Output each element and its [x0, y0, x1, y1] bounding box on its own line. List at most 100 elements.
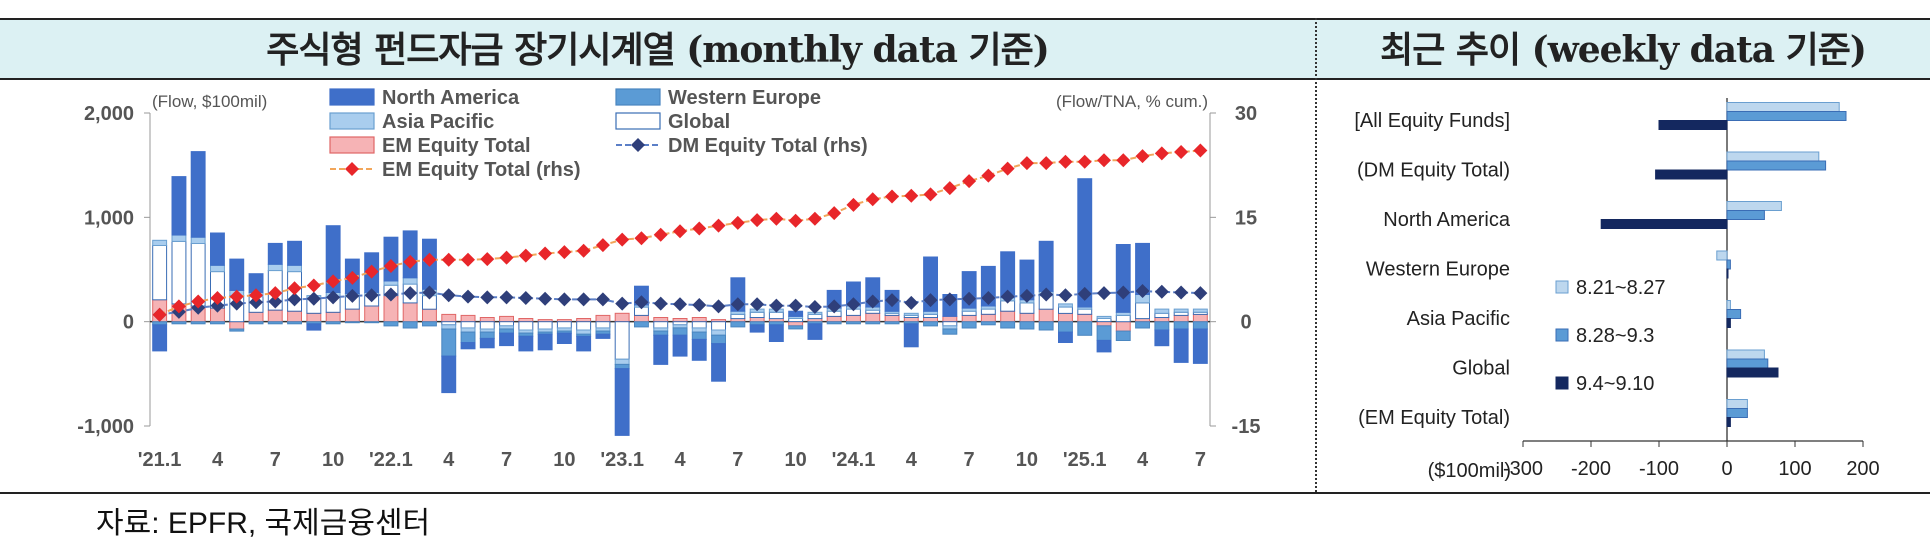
bar-asia-pacific: [1058, 303, 1073, 308]
bar-em-equity-total: [826, 315, 842, 323]
bar-western-europe: [788, 325, 804, 330]
legend-item-em-equity-total: EM Equity Total: [329, 135, 531, 157]
right-axis-unit: (Flow/TNA, % cum.): [1056, 92, 1208, 111]
weekly-bar: [1726, 309, 1742, 319]
dm-equity-total-point: [364, 288, 379, 303]
bar-western-europe: [344, 321, 360, 324]
bar-em-equity-total: [1077, 313, 1093, 323]
dm-equity-total-point: [692, 297, 707, 312]
weekly-bar: [1655, 169, 1728, 180]
bar-global: [980, 308, 996, 315]
legend-item-global: Global: [615, 111, 730, 133]
bar-asia-pacific: [190, 236, 206, 244]
bar-western-europe: [1096, 325, 1112, 341]
dm-equity-total-point: [441, 288, 456, 303]
bar-north-america: [1173, 328, 1189, 363]
em-equity-total-point: [364, 264, 379, 279]
bar-em-equity-total: [653, 317, 669, 323]
bar-western-europe: [325, 321, 341, 325]
dm-equity-total-point: [1077, 286, 1092, 301]
em-equity-total-point: [1039, 156, 1054, 171]
bar-em-equity-total: [1000, 310, 1016, 323]
bar-em-equity-total: [749, 317, 765, 323]
left-y-tick-label: 1,000: [84, 207, 134, 229]
weekly-category-label: Global: [1452, 358, 1510, 380]
bar-north-america: [402, 230, 418, 279]
left-y-tick-label: -1,000: [77, 416, 134, 438]
bar-global: [614, 321, 630, 360]
em-equity-total-point: [653, 227, 668, 242]
dm-equity-total-point: [326, 290, 341, 305]
bar-asia-pacific: [653, 327, 669, 332]
bar-western-europe: [1173, 321, 1189, 330]
x-tick-label: 7: [501, 449, 512, 471]
x-tick-label: 10: [1016, 449, 1038, 471]
em-equity-total-point: [865, 192, 880, 207]
em-equity-total-point: [1135, 149, 1150, 164]
right-y-tick-label: 15: [1235, 207, 1257, 229]
legend-item-western-europe: Western Europe: [615, 87, 821, 109]
weekly-x-unit: ($100mil): [1428, 460, 1511, 482]
right-y-tick-label: 0: [1240, 312, 1251, 334]
dm-equity-total-point: [557, 292, 572, 307]
dm-equity-total-point: [807, 300, 822, 315]
bar-em-equity-total: [961, 314, 977, 323]
weekly-bar: [1726, 268, 1729, 279]
dm-equity-total-point: [461, 289, 475, 304]
bar-western-europe: [479, 331, 495, 339]
weekly-category-label: North America: [1383, 209, 1511, 231]
monthly-flow-chart: 2,000 1,000 0 -1,000 30 15 0 -15 (Flow, $100mil)…: [77, 87, 1260, 471]
em-equity-total-point: [1116, 153, 1131, 168]
em-equity-total-point: [287, 281, 302, 296]
dm-equity-total-point: [769, 298, 784, 313]
bar-em-equity-total: [788, 321, 804, 327]
x-tick-label: 7: [732, 449, 743, 471]
bar-north-america: [518, 335, 534, 352]
em-equity-total-point: [171, 299, 186, 314]
x-tick-label: 7: [964, 449, 975, 471]
right-y-tick-label: 30: [1235, 103, 1257, 125]
bar-asia-pacific: [1154, 308, 1170, 314]
legend-label: Western Europe: [668, 87, 821, 109]
bar-western-europe: [171, 321, 187, 325]
bar-western-europe: [210, 321, 225, 325]
bar-global: [556, 321, 572, 329]
dm-equity-total-point: [1174, 285, 1189, 300]
bar-western-europe: [672, 327, 688, 336]
dm-equity-total-point: [673, 297, 687, 312]
bar-em-equity-total: [846, 314, 861, 323]
em-equity-total-point: [1019, 156, 1034, 171]
em-equity-total-point: [634, 231, 649, 246]
weekly-legend-swatch: [1555, 280, 1569, 294]
em-equity-total-point: [461, 252, 475, 267]
legend-swatch: [329, 88, 375, 106]
legend-label: Asia Pacific: [382, 111, 494, 133]
bar-north-america: [229, 258, 245, 291]
dm-equity-total-point: [923, 293, 938, 308]
dm-equity-total-point: [981, 291, 996, 306]
bar-north-america: [556, 332, 572, 345]
bar-em-equity-total: [634, 314, 649, 323]
bar-north-america: [595, 333, 611, 339]
bar-western-europe: [691, 331, 707, 340]
dm-equity-total-point: [383, 287, 398, 302]
bar-global: [749, 311, 765, 319]
bar-em-equity-total: [884, 314, 900, 323]
em-equity-total-point: [576, 243, 591, 258]
bar-western-europe: [229, 328, 245, 332]
bar-em-equity-total: [1038, 308, 1054, 323]
x-tick-label: 4: [212, 449, 224, 471]
dm-equity-total-point: [480, 290, 495, 305]
weekly-category-label: Western Europe: [1366, 259, 1510, 281]
bar-western-europe: [634, 321, 649, 328]
em-equity-total-point: [615, 232, 630, 247]
bottom-rule: [0, 492, 1930, 494]
weekly-legend-swatch: [1555, 328, 1569, 342]
bar-em-equity-total: [364, 305, 380, 323]
dm-equity-total-point: [345, 288, 360, 303]
weekly-bar: [1726, 151, 1820, 162]
bar-em-equity-total: [672, 318, 688, 323]
bar-north-america: [1154, 329, 1170, 347]
bar-north-america: [460, 342, 476, 350]
x-tick-label: '24.1: [832, 449, 876, 471]
